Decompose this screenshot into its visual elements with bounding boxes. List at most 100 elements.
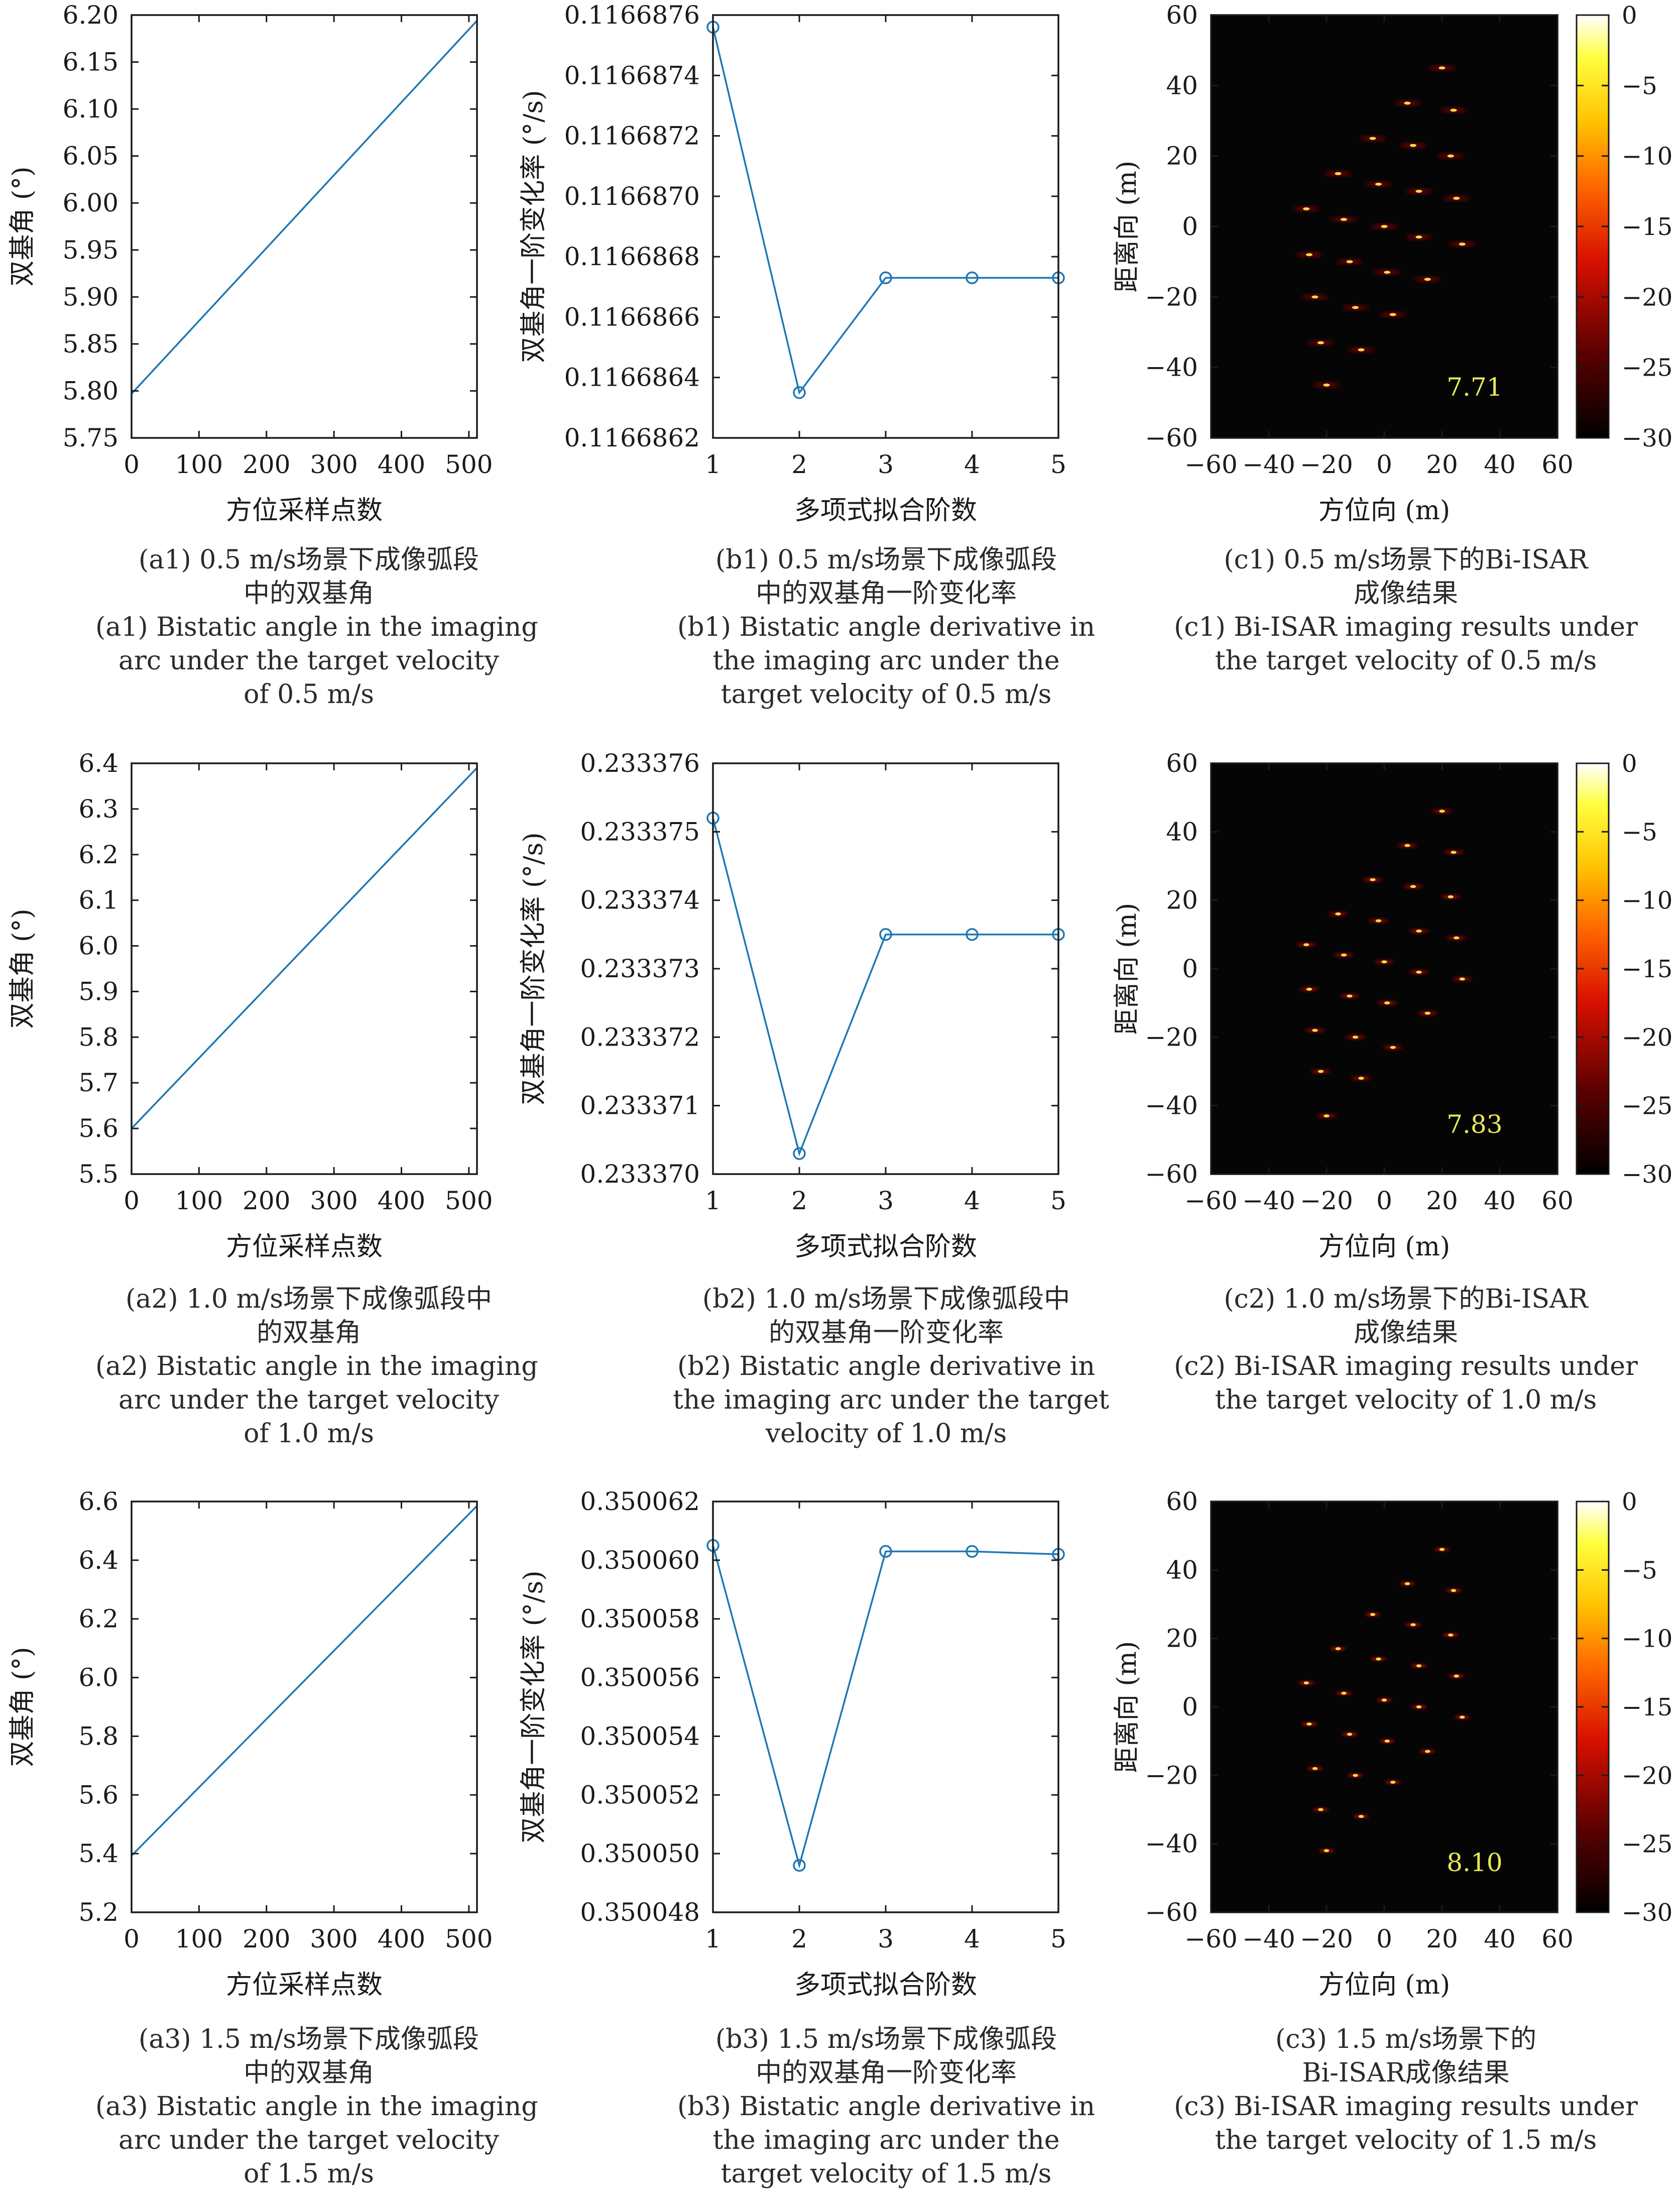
scatter-point [1459,977,1465,981]
colorbar-tick-label: −5 [1622,1556,1657,1584]
scatter-point [1459,243,1466,246]
y-tick-label: 0.1166876 [564,1,700,30]
axes-frame [131,1501,478,1913]
y-tick-label: 40 [1166,1555,1198,1584]
caption-c1-en-1: (c1) Bi-ISAR imaging results under [1174,612,1638,642]
x-axis-label: 方位采样点数 [226,1232,383,1262]
caption-c3-cn-2: Bi-ISAR成像结果 [1302,2058,1510,2088]
scatter-point [1415,189,1422,193]
x-tick-label: 0 [1376,1924,1392,1953]
colorbar-tick-label: −25 [1622,354,1672,382]
colorbar-tick-label: −20 [1622,1762,1672,1790]
x-tick-label: 0 [124,1924,140,1953]
x-tick-label: 200 [243,450,290,479]
caption-b3-cn-1: (b3) 1.5 m/s场景下成像弧段 [715,2024,1057,2054]
y-tick-label: 0.233374 [580,886,700,915]
axes-frame [131,762,478,1175]
y-tick-label: 0.350052 [580,1780,700,1809]
colorbar-tick-label: −20 [1622,1023,1672,1052]
y-tick-label: 0 [1182,1692,1198,1721]
x-tick-label: 0 [124,1186,140,1215]
scatter-point [1451,851,1457,854]
y-tick-label: −60 [1145,1898,1198,1927]
scatter-point [1347,994,1353,998]
colorbar-tick-label: −25 [1622,1830,1672,1859]
scatter-point [1324,1849,1330,1853]
y-tick-label: 6.0 [78,1663,118,1692]
y-tick-label: 0.1166870 [564,182,700,211]
x-tick-label: 5 [1050,1924,1066,1953]
scatter-point [1404,844,1410,847]
y-tick-label: 0.233375 [580,817,700,846]
scatter-point [1358,1077,1364,1080]
caption-a1: (a1) 0.5 m/s场景下成像弧段 中的双基角 (a1) Bistatic … [95,543,538,712]
x-axis-label: 方位向 (m) [1318,496,1450,526]
scatter-point [1353,1774,1358,1777]
scatter-point [1352,306,1359,309]
scatter-point [1451,1589,1457,1592]
caption-b2-en-1: (b2) Bistatic angle derivative in [677,1351,1096,1381]
scatter-point [1375,182,1382,186]
scatter-point [1425,1750,1430,1753]
colorbar-tick-label: −30 [1622,424,1672,452]
scatter-point [1416,1664,1422,1668]
y-tick-label: 6.0 [78,932,118,961]
y-axis-label: 距离向 (m) [1112,161,1142,292]
caption-a1-en-3: of 0.5 m/s [244,679,374,710]
chart-b2: 1 2 3 4 5 0.233370 0.233371 0.233372 0.233373 0.2… [519,749,1066,1262]
y-tick-label: 5.7 [78,1068,118,1097]
caption-c3-en-1: (c3) Bi-ISAR imaging results under [1174,2092,1638,2122]
caption-c2-cn-1: (c2) 1.0 m/s场景下的Bi-ISAR [1224,1284,1588,1314]
scatter-point [1335,912,1341,915]
x-tick-label: 4 [964,1924,980,1953]
series-line [712,818,1058,1157]
x-tick-label: 0 [1376,1186,1392,1215]
x-axis-label: 方位向 (m) [1318,1232,1450,1262]
x-tick-label: −40 [1242,1924,1295,1953]
y-tick-label: 0.233373 [580,954,700,983]
x-tick-label: 0 [124,450,140,479]
x-tick-label: 60 [1541,1186,1574,1215]
y-tick-label: 6.20 [63,1,118,30]
scatter-point [1389,313,1396,316]
scatter-point [1306,1722,1312,1726]
y-tick-label: 6.2 [78,1604,118,1634]
y-tick-label: −40 [1145,353,1198,382]
y-tick-label: 0.350058 [580,1604,700,1634]
y-tick-label: 0.233372 [580,1022,700,1052]
colorbar-tick-label: −5 [1622,72,1657,100]
scatter-point [1460,1715,1465,1719]
colorbar-tick-label: −20 [1622,283,1672,311]
y-tick-label: 40 [1166,71,1198,100]
scatter-point [1404,1582,1410,1585]
y-axis-label: 双基角一阶变化率 (°/s) [519,90,549,363]
x-tick-label: 40 [1484,1924,1516,1953]
data-marker [879,271,892,284]
scatter-point [1303,943,1309,947]
scatter-point [1410,885,1416,888]
caption-b1-en-1: (b1) Bistatic angle derivative in [677,612,1096,642]
y-tick-label: −40 [1145,1829,1198,1859]
caption-b3-cn-2: 中的双基角一阶变化率 [755,2058,1017,2088]
y-tick-label: 0.350050 [580,1839,700,1868]
x-tick-label: 60 [1541,1924,1574,1953]
data-marker [793,1859,806,1872]
x-tick-label: −40 [1242,450,1295,479]
scatter-point [1415,236,1422,239]
data-marker [879,928,892,941]
colorbar-tick-label: 0 [1622,2,1637,30]
y-tick-label: 0.350056 [580,1663,700,1692]
colorbar-tick-label: −30 [1622,1161,1672,1189]
scatter-point [1312,1767,1318,1770]
x-tick-label: 20 [1426,1924,1458,1953]
y-tick-label: 5.8 [78,1721,118,1751]
y-tick-label: 0.350054 [580,1721,700,1751]
y-tick-label: 0.233376 [580,749,700,778]
x-tick-label: 20 [1426,1186,1458,1215]
x-tick-label: 20 [1426,450,1458,479]
scatter-point [1369,137,1376,140]
y-tick-label: 40 [1166,817,1198,846]
y-tick-label: 6.00 [63,188,118,217]
scatter-point [1323,383,1330,387]
scatter-point [1381,1698,1387,1702]
